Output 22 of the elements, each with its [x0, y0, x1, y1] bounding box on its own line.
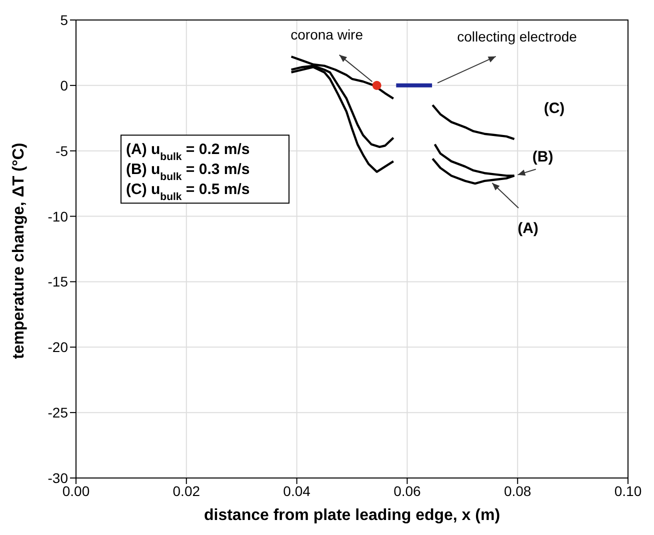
- annotation: (A): [518, 220, 538, 237]
- x-tick-label: 0.06: [394, 482, 422, 499]
- x-axis-title: distance from plate leading edge, x (m): [204, 507, 500, 524]
- x-tick-label: 0.04: [283, 482, 311, 499]
- x-tick-label: 0.08: [504, 482, 532, 499]
- y-tick-label: -15: [48, 274, 68, 290]
- annotation: (B) u$_{bulk}$ = 0.3 m/s: [126, 161, 250, 184]
- y-tick-label: -20: [48, 339, 68, 356]
- annotation: (A) u$_{bulk}$ = 0.2 m/s: [126, 141, 250, 164]
- x-tick-label: 0.10: [614, 482, 642, 499]
- annotation: collecting electrode: [457, 28, 578, 44]
- y-tick-label: 5: [60, 12, 68, 28]
- annotation: (C): [544, 100, 565, 118]
- annotation: corona wire: [290, 26, 364, 42]
- y-tick-label: -5: [56, 142, 68, 159]
- x-tick-label: 0.02: [172, 482, 200, 499]
- y-axis-title: temperature change, ΔT (°C): [10, 142, 28, 359]
- y-tick-label: -25: [48, 404, 68, 421]
- y-tick-label: -10: [48, 208, 68, 224]
- y-tick-label: 0: [60, 77, 68, 94]
- annotation: (B): [532, 148, 554, 166]
- annotation: (C) u$_{bulk}$ = 0.5 m/s: [126, 181, 250, 204]
